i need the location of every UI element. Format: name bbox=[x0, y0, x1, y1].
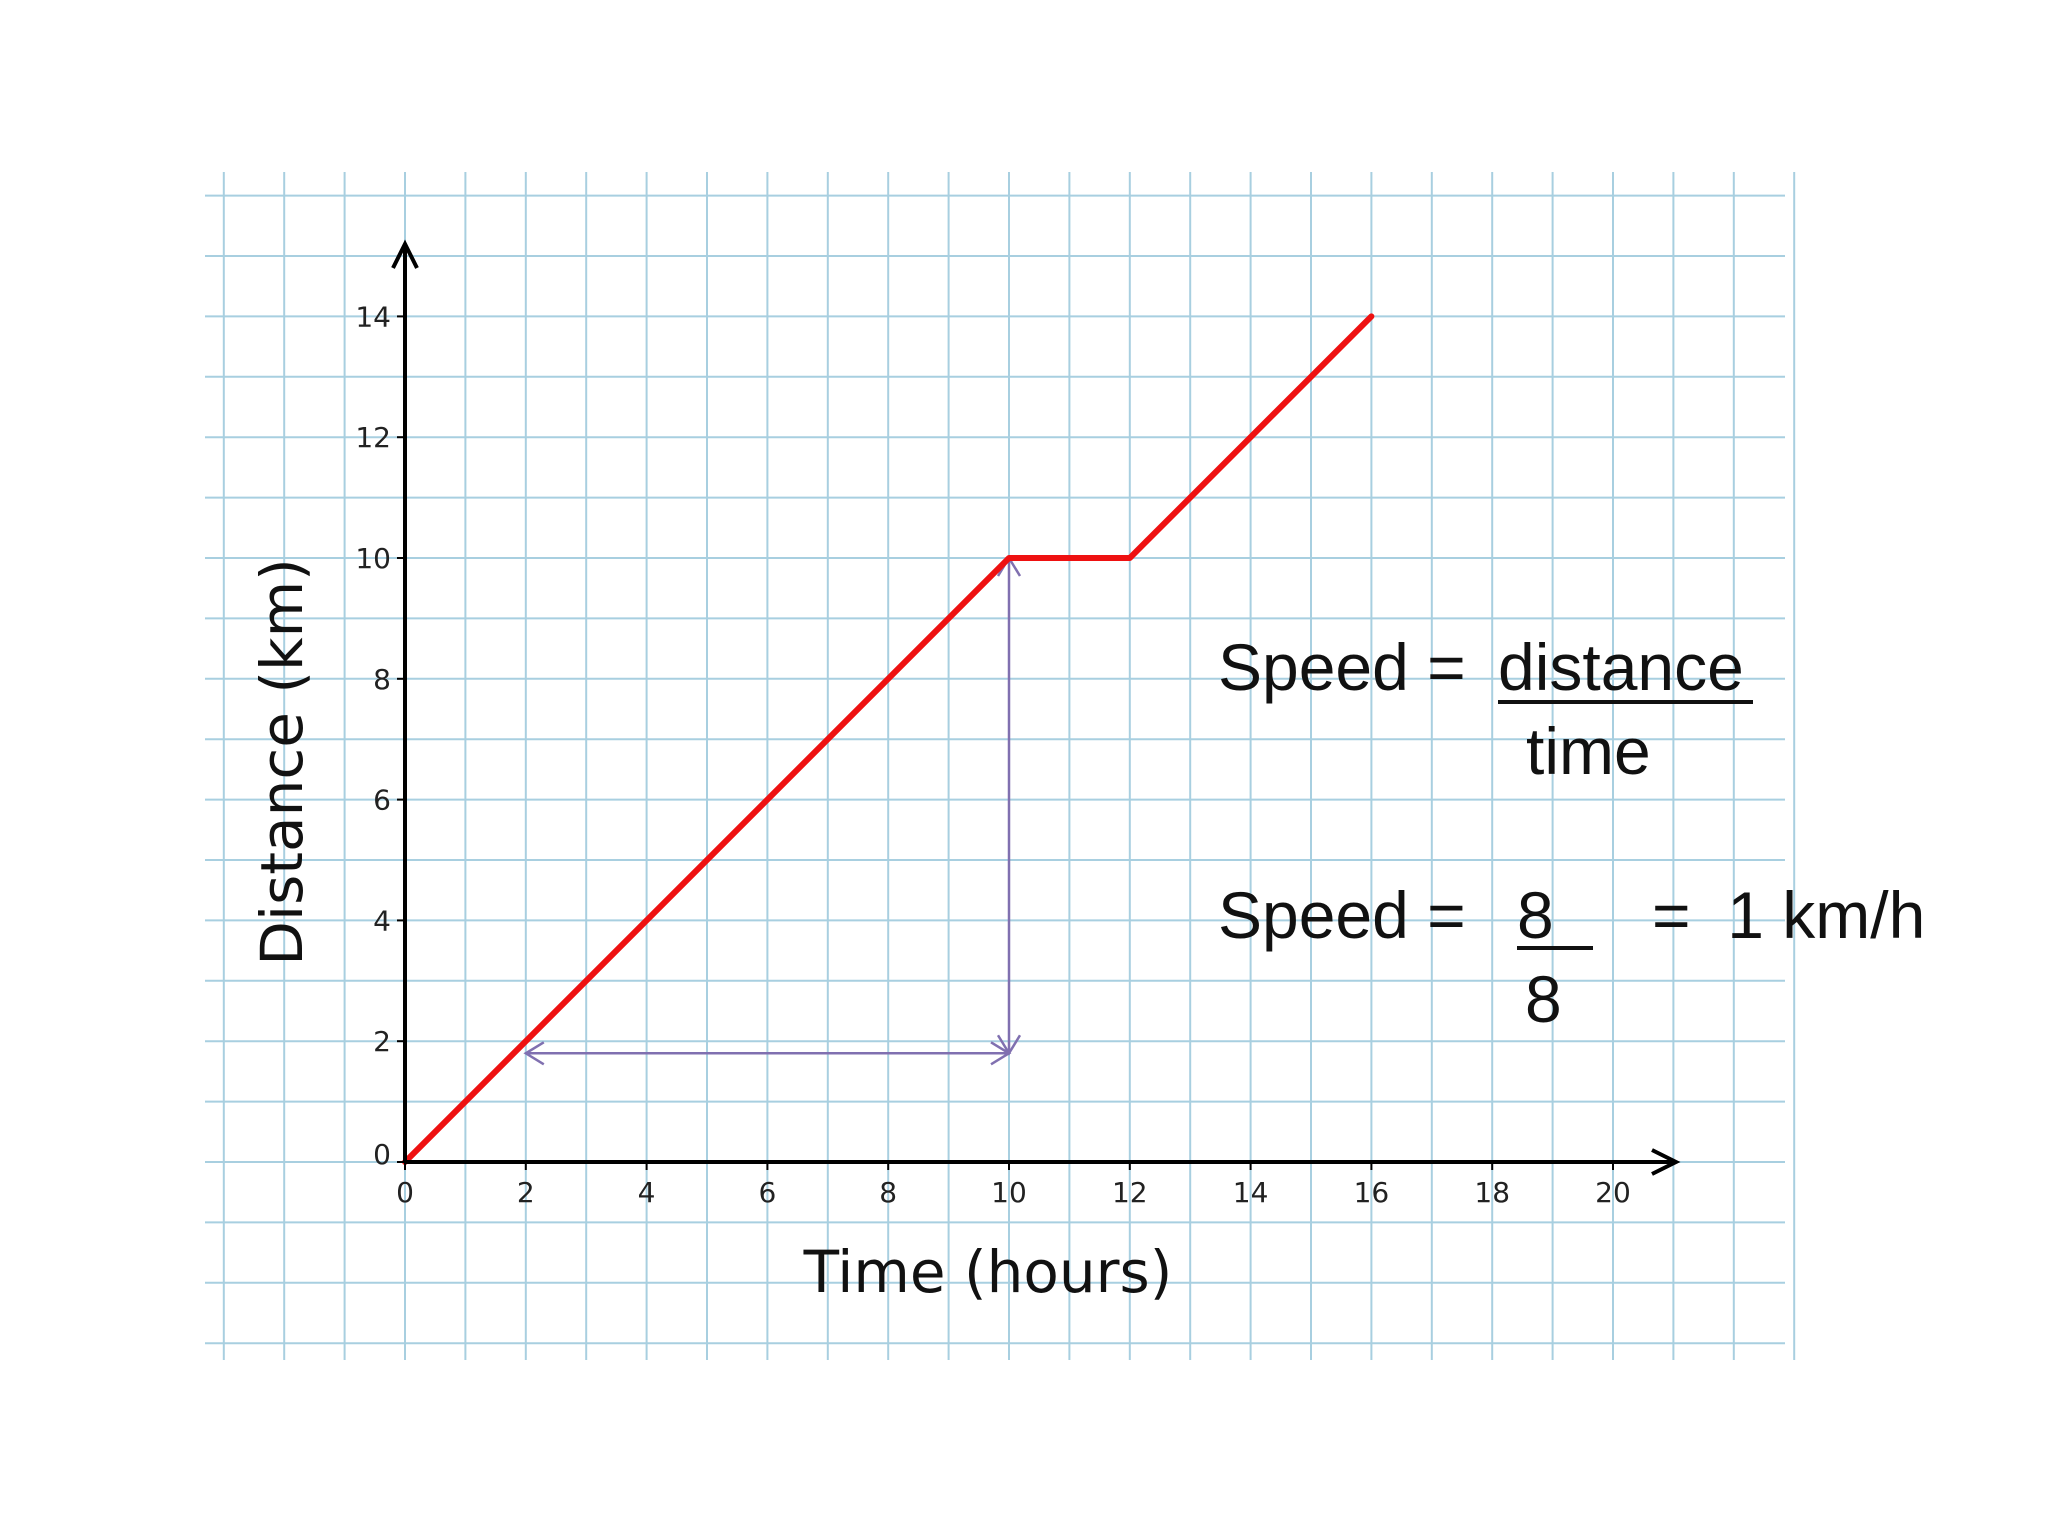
formula-line2-result: = 1 km/h bbox=[1652, 878, 1926, 952]
vertical-arrow-head-bottom bbox=[996, 1034, 1022, 1056]
annotation-arrows bbox=[523, 555, 1022, 1066]
formula-line1-lhs: Speed = bbox=[1218, 630, 1485, 704]
formula-line1-fraction-bar bbox=[1498, 700, 1753, 704]
x-tick-label: 4 bbox=[638, 1176, 656, 1209]
formula-line2-numerator: 8 bbox=[1517, 878, 1554, 952]
y-tick-label: 0 bbox=[373, 1138, 391, 1171]
series-line-0 bbox=[402, 313, 1375, 1165]
tick-labels: 0 2 4 6 8 10 12 14 16 18 20 0 2 4 6 8 10 12 14 bbox=[355, 300, 1630, 1209]
formula-line1-denominator: time bbox=[1526, 714, 1651, 788]
y-tick-label: 12 bbox=[355, 421, 391, 454]
x-tick-label: 16 bbox=[1354, 1176, 1390, 1209]
y-tick-label: 10 bbox=[355, 542, 391, 575]
y-tick-label: 2 bbox=[373, 1025, 391, 1058]
x-tick-label: 10 bbox=[991, 1176, 1027, 1209]
series-layer bbox=[402, 313, 1375, 1165]
y-tick-label: 14 bbox=[355, 300, 391, 333]
y-tick-label: 8 bbox=[373, 663, 391, 696]
x-tick-label: 20 bbox=[1595, 1176, 1631, 1209]
x-tick-label: 14 bbox=[1233, 1176, 1269, 1209]
x-axis-arrowhead bbox=[1651, 1148, 1681, 1176]
formula-line1-numerator: distance bbox=[1498, 630, 1744, 704]
x-tick-label: 0 bbox=[396, 1176, 414, 1209]
y-axis-title: Distance (km) bbox=[248, 558, 316, 965]
x-axis-title: Time (hours) bbox=[803, 1238, 1173, 1306]
y-tick-label: 6 bbox=[373, 784, 391, 817]
x-tick-label: 2 bbox=[517, 1176, 535, 1209]
formula-line2-fraction-bar bbox=[1517, 946, 1593, 950]
formula-line2-lhs: Speed = bbox=[1218, 878, 1485, 952]
horizontal-arrow-head-left bbox=[523, 1041, 545, 1066]
x-tick-label: 6 bbox=[758, 1176, 776, 1209]
y-axis-arrowhead bbox=[391, 239, 419, 269]
y-tick-label: 4 bbox=[373, 904, 391, 937]
formula-line2-denominator: 8 bbox=[1525, 962, 1562, 1036]
x-tick-label: 12 bbox=[1112, 1176, 1148, 1209]
axes bbox=[391, 239, 1681, 1176]
x-tick-label: 18 bbox=[1474, 1176, 1510, 1209]
x-tick-label: 8 bbox=[879, 1176, 897, 1209]
